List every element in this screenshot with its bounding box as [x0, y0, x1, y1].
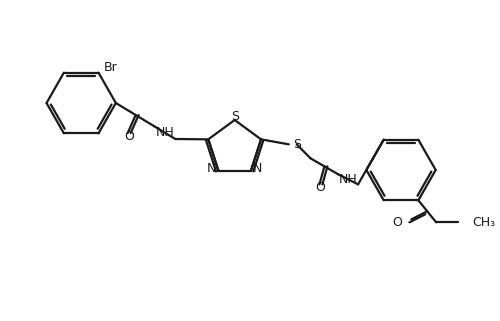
- Text: N: N: [207, 162, 216, 175]
- Text: Br: Br: [104, 61, 117, 74]
- Text: O: O: [124, 130, 134, 143]
- Text: NH: NH: [156, 126, 174, 140]
- Text: O: O: [392, 216, 402, 229]
- Text: NH: NH: [339, 173, 357, 186]
- Text: S: S: [292, 138, 300, 151]
- Text: CH₃: CH₃: [472, 216, 495, 229]
- Text: S: S: [230, 110, 238, 123]
- Text: O: O: [316, 181, 326, 194]
- Text: N: N: [253, 162, 262, 175]
